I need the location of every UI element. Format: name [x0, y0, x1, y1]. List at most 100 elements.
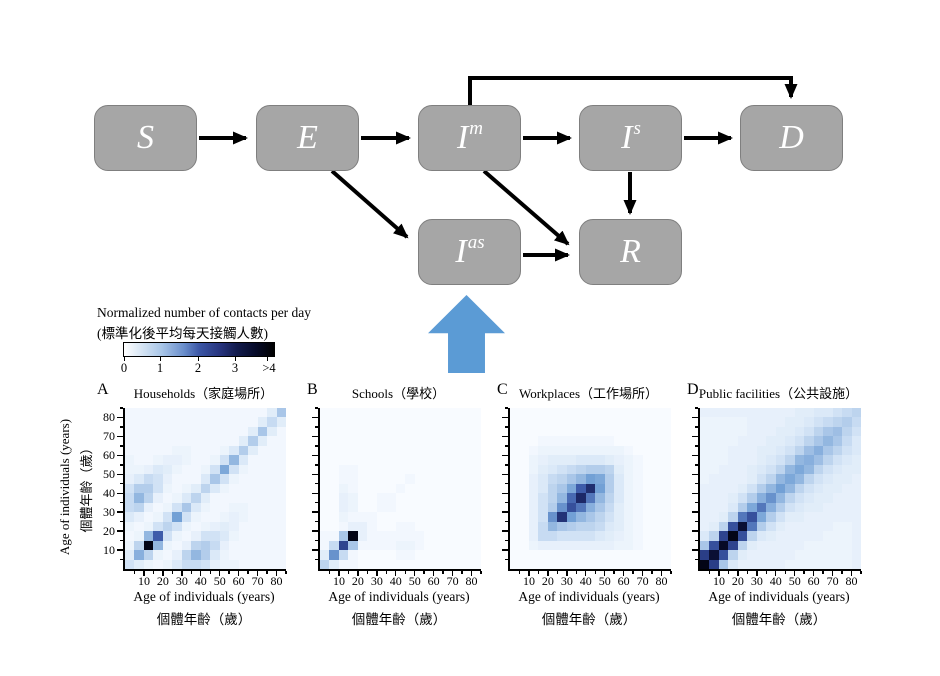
heatmap-cell	[367, 436, 377, 446]
heatmap-cell	[851, 464, 861, 475]
heatmap-cell	[462, 521, 472, 532]
heatmap-cell	[238, 512, 249, 522]
heatmap-cell	[709, 512, 719, 522]
heatmap-cell	[604, 559, 615, 569]
heatmap-cell	[737, 521, 748, 532]
heatmap-cell	[210, 550, 220, 560]
x-tick-label: 30	[370, 574, 383, 588]
heatmap-cell	[642, 493, 653, 503]
heatmap-cell	[357, 493, 368, 503]
heatmap-cell	[633, 540, 643, 551]
heatmap-cell	[329, 550, 339, 560]
heatmap-cell	[125, 417, 135, 427]
heatmap-cell	[623, 426, 634, 437]
heatmap-cell	[718, 521, 729, 532]
heatmap-cell	[229, 436, 239, 446]
heatmap-cell	[219, 464, 230, 475]
heatmap-cell	[566, 493, 577, 503]
heatmap-cell	[785, 531, 795, 541]
heatmap-cell	[547, 474, 558, 484]
heatmap-cell	[405, 474, 415, 484]
heatmap-cell	[842, 436, 852, 446]
heatmap-cell	[633, 408, 643, 418]
heatmap-cell	[376, 455, 387, 465]
heatmap-cell	[756, 493, 767, 503]
heatmap-cell	[756, 502, 767, 513]
heatmap-cell	[348, 493, 358, 503]
heatmap-cell	[700, 559, 710, 569]
heatmap-cell	[547, 531, 558, 541]
heatmap-cell	[718, 408, 729, 418]
node-label: S	[137, 119, 154, 156]
heatmap-cell	[557, 550, 567, 560]
heatmap-cell	[367, 512, 377, 522]
axis-tick	[315, 558, 318, 561]
heatmap-cell	[376, 417, 387, 427]
heatmap-cell	[642, 531, 653, 541]
heatmap-cell	[842, 417, 852, 427]
heatmap-cell	[191, 521, 201, 532]
heatmap-cell	[633, 521, 643, 532]
heatmap-cell	[737, 417, 748, 427]
heatmap-cell	[134, 436, 144, 446]
heatmap-cell	[229, 493, 239, 503]
heatmap-cell	[257, 426, 268, 437]
heatmap-cell	[794, 559, 805, 569]
heatmap-cell	[424, 417, 434, 427]
heatmap-cell	[709, 464, 719, 475]
heatmap-cell	[661, 455, 671, 465]
heatmap-cell	[134, 483, 144, 494]
heatmap-cell	[709, 559, 719, 569]
heatmap-cell	[766, 550, 776, 560]
edge-Im-D-bypass	[468, 76, 798, 105]
heatmap-cell	[851, 531, 861, 541]
heatmap-cell	[452, 483, 463, 494]
heatmap-cell	[320, 455, 330, 465]
heatmap-cell	[329, 521, 339, 532]
heatmap-cell	[443, 426, 453, 437]
heatmap-cell	[510, 408, 520, 418]
axis-tick	[822, 571, 824, 574]
heatmap-cell	[832, 445, 843, 456]
heatmap-cell	[623, 436, 634, 446]
heatmap-cell	[595, 474, 605, 484]
heatmap-cell	[219, 550, 230, 560]
heatmap-cell	[661, 502, 671, 513]
heatmap-cell	[775, 502, 786, 513]
heatmap-cell	[443, 445, 453, 456]
x-tick-label: 20	[156, 574, 169, 588]
heatmap-cell	[595, 540, 605, 551]
heatmap-cell	[414, 464, 425, 475]
heatmap-cell	[804, 408, 814, 418]
axis-tick	[366, 571, 369, 574]
heatmap-cell	[395, 550, 406, 560]
heatmap-cell	[851, 493, 861, 503]
diagram-edges	[199, 76, 798, 262]
heatmap-cell	[804, 550, 814, 560]
heatmap-cell	[718, 426, 729, 437]
axis-tick	[695, 502, 698, 504]
heatmap-cell	[633, 483, 643, 494]
heatmap-cell	[832, 512, 843, 522]
heatmap-cell	[386, 550, 396, 560]
axis-tick	[695, 407, 698, 409]
heatmap-cell	[172, 408, 182, 418]
heatmap-cell	[794, 455, 805, 465]
x-axis-label-zh: 個體年齡（歲）	[541, 612, 637, 627]
axis-tick	[120, 407, 123, 409]
heatmap-cell	[775, 550, 786, 560]
x-tick-label: 70	[251, 574, 264, 588]
heatmap-cell	[528, 464, 539, 475]
axis-tick	[470, 571, 473, 576]
axis-tick	[247, 571, 249, 574]
heatmap-cell	[443, 550, 453, 560]
heatmap-cell	[376, 512, 387, 522]
heatmap-cell	[585, 502, 596, 513]
heatmap-cell	[338, 531, 349, 541]
heatmap-cell	[528, 512, 539, 522]
heatmap-cell	[181, 493, 192, 503]
heatmap-cell	[367, 464, 377, 475]
x-tick-label: 60	[617, 574, 630, 588]
heatmap-cell	[143, 408, 154, 418]
heatmap-cell	[424, 483, 434, 494]
